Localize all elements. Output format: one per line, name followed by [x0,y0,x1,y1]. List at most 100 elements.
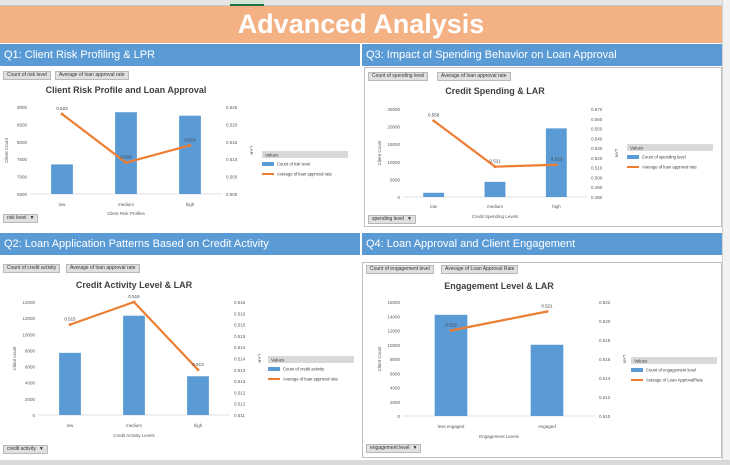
data-label: 0.513 [551,157,563,162]
legend-header [627,144,713,151]
field-button[interactable]: Count of credit activity [3,264,61,273]
y2-tick-label: 0.514 [234,345,246,350]
y2-tick-label: 0.530 [591,146,603,151]
y-axis-title: Client Count [377,346,382,372]
scrollbar-vertical[interactable] [722,0,730,465]
filter-label: engagement level [370,445,410,451]
y-tick-label: 7000 [17,175,28,180]
y-tick-label: 2000 [25,397,36,402]
filter-dropdown[interactable]: risk level ▼ [3,214,39,223]
y2-tick-label: 0.515 [234,323,246,328]
line-point [493,165,497,169]
y2-tick-label: 0.512 [234,402,246,407]
x-axis-title: Engagement Levels [479,434,520,439]
section-heading-q3: Q3: Impact of Spending Behavior on Loan … [362,44,722,66]
y-tick-label: 8000 [25,348,36,353]
y2-tick-label: 0.510 [226,157,238,162]
y-tick-label: 10000 [387,160,400,165]
x-tick-label: low [59,202,67,207]
filter-dropdown[interactable]: engagement level ▼ [366,444,422,453]
combo-chart-q2: Credit Activity Level & LAR 14000 12000 100… [12,280,354,438]
y2-tick-label: 0.490 [591,185,603,190]
line-point [60,112,64,116]
y2-tick-label: 0.520 [591,156,603,161]
field-button[interactable]: Count of risk level [3,71,51,80]
y2-tick-label: 0.518 [599,338,611,343]
dropdown-arrow-icon: ▼ [29,215,35,221]
y2-tick-label: 0.512 [599,395,611,400]
y-tick-label: 0 [397,414,400,419]
legend-swatch-bar [631,368,643,372]
x-tick-label: less engaged [438,424,465,429]
y2-tick-label: 0.516 [599,357,611,362]
y-tick-label: 7500 [17,157,28,162]
y2-tick-label: 0.513 [234,368,246,373]
field-button[interactable]: Count of engagement level [366,265,434,274]
legend-header [268,356,354,363]
line-point [188,143,192,147]
bar [59,352,81,415]
dropdown-arrow-icon: ▼ [406,216,412,222]
y2-tick-label: 0.516 [234,311,246,316]
combo-chart-q1: Client Risk Profile and Loan Approval 900… [4,85,348,216]
y2-tick-label: 0.513 [234,379,246,384]
legend-title: Values [265,152,279,157]
field-button[interactable]: Average of Loan Approval Rate [441,265,519,274]
y2-axis-title: LAR [622,355,627,365]
line-point [68,323,72,326]
y2-tick-label: 0.511 [234,413,245,418]
dropdown-arrow-icon: ▼ [38,446,44,452]
y2-tick-label: 0.512 [234,390,246,395]
x-tick-label: medium [487,204,503,209]
y-tick-label: 4000 [390,386,401,391]
field-button[interactable]: Count of spending level [368,72,429,81]
y-tick-label: 6500 [17,192,28,197]
y-tick-label: 5000 [390,177,401,182]
filter-dropdown[interactable]: spending level ▼ [368,215,416,224]
legend-header [631,357,717,364]
legend-header [262,151,348,158]
y2-tick-label: 0.540 [591,136,603,141]
pivot-chart-panel-q3: Count of spending level Average of loan … [364,67,722,227]
y-tick-label: 8500 [17,122,28,127]
combo-chart-q4: Engagement Level & LAR 16000 14000 12000 100… [377,281,717,439]
y2-tick-label: 0.525 [226,105,238,110]
field-button[interactable]: Average of loan approval rate [55,71,129,80]
y-tick-label: 0 [397,195,400,200]
y-tick-label: 12000 [387,329,400,334]
data-label: 0.514 [184,137,196,142]
x-axis-title: Credit Activity Levels [113,433,155,438]
section-heading-q1: Q1: Client Risk Profiling & LPR [0,44,360,66]
x-axis-title: Credit Spending Levels [472,214,519,219]
y2-tick-label: 0.520 [599,319,611,324]
y-axis-title: Client count [12,346,17,371]
bar [423,192,445,197]
y2-axis-title: LAR [249,146,254,156]
y2-tick-label: 0.480 [591,195,603,200]
y2-tick-label: 0.520 [226,122,238,127]
legend-entry: Average of loan approval rate [283,377,339,382]
y2-tick-label: 0.510 [591,166,603,171]
selected-column[interactable] [230,0,264,6]
field-button[interactable]: Average of loan approval rate [437,72,511,81]
y-tick-label: 9000 [17,105,28,110]
chart-title: Credit Activity Level & LAR [76,280,193,290]
y-tick-label: 14000 [387,314,400,319]
y2-tick-label: 0.515 [234,334,246,339]
bar [179,115,201,194]
y-tick-label: 12000 [22,316,35,321]
y2-tick-label: 0.505 [226,175,238,180]
filter-dropdown[interactable]: credit activity ▼ [3,445,48,454]
x-tick-label: medium [126,423,142,428]
y-tick-label: 10000 [22,332,35,337]
field-button[interactable]: Average of loan approval rate [66,264,140,273]
y2-tick-label: 0.516 [234,300,246,305]
column-header-bar [0,0,730,6]
dropdown-arrow-icon: ▼ [412,445,418,451]
line-point [124,161,128,165]
bar [484,181,506,197]
y-tick-label: 20000 [387,125,400,130]
filter-label: spending level [372,216,404,222]
y-tick-label: 8000 [390,357,401,362]
pivot-chart-panel-q1: Count of risk level Average of loan appr… [0,67,360,227]
